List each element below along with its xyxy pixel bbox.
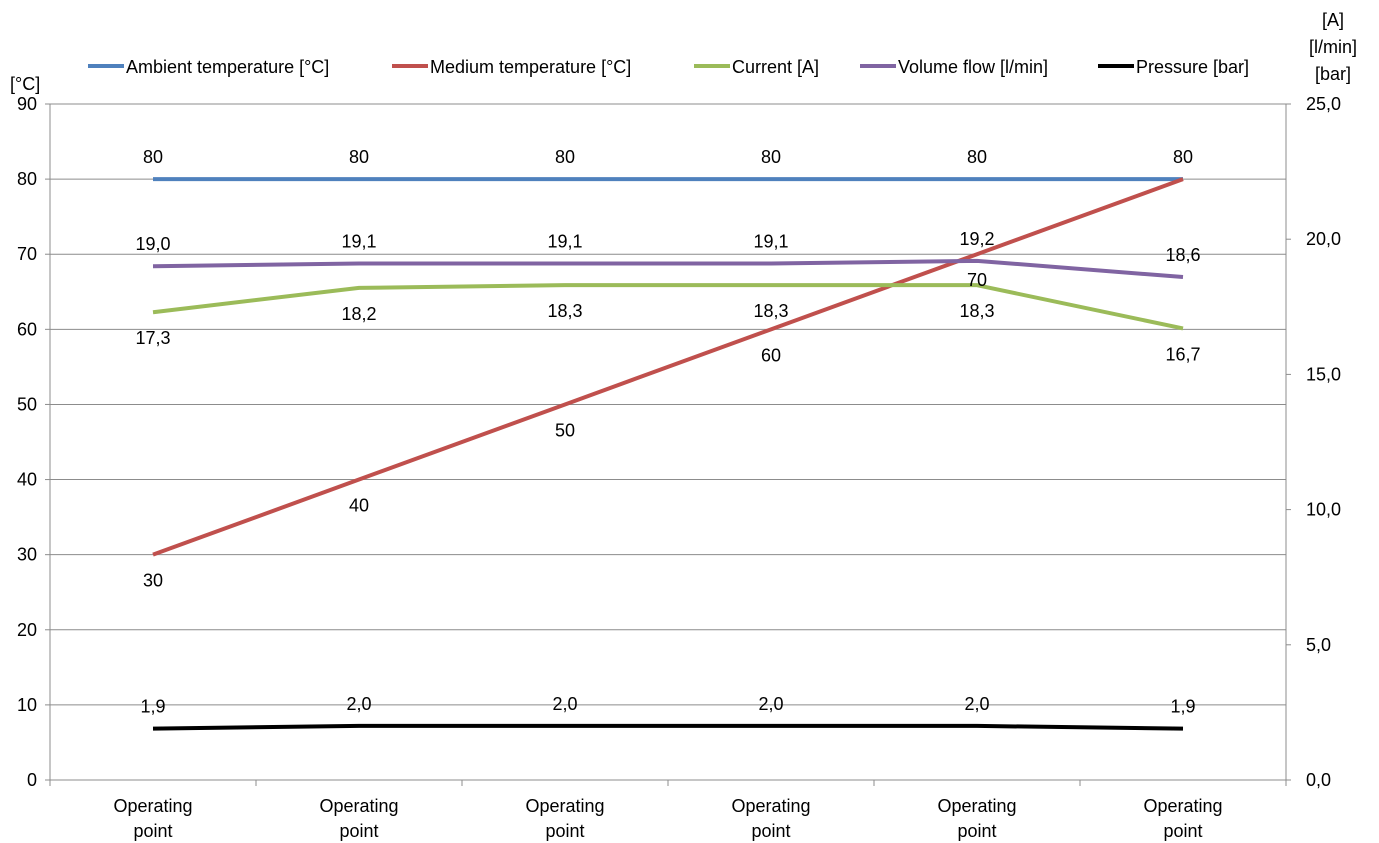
right-axis-unit: [A] xyxy=(1322,10,1344,30)
data-label: 18,3 xyxy=(959,301,994,321)
left-tick-label: 70 xyxy=(17,244,37,264)
legend-label: Current [A] xyxy=(732,57,819,77)
data-label: 18,6 xyxy=(1165,245,1200,265)
right-tick-label: 10,0 xyxy=(1306,500,1341,520)
left-axis-unit: [°C] xyxy=(10,74,40,94)
left-tick-label: 40 xyxy=(17,470,37,490)
data-label: 19,1 xyxy=(547,232,582,252)
data-label: 1,9 xyxy=(140,697,165,717)
x-tick-label-line: point xyxy=(751,821,790,841)
data-label: 80 xyxy=(761,147,781,167)
x-tick-label: Operating point xyxy=(731,796,810,841)
x-tick-label: Operating point xyxy=(525,796,604,841)
right-axis-unit: [l/min] xyxy=(1309,37,1357,57)
data-label: 40 xyxy=(349,496,369,516)
legend-label: Pressure [bar] xyxy=(1136,57,1249,77)
left-tick-label: 0 xyxy=(27,770,37,790)
left-tick-label: 50 xyxy=(17,394,37,414)
data-label: 80 xyxy=(143,147,163,167)
series-line xyxy=(152,723,1184,731)
data-label: 80 xyxy=(349,147,369,167)
left-tick-label: 30 xyxy=(17,545,37,565)
data-label: 70 xyxy=(967,270,987,290)
left-tick-label: 20 xyxy=(17,620,37,640)
legend-label: Medium temperature [°C] xyxy=(430,57,631,77)
data-label: 17,3 xyxy=(135,328,170,348)
data-label: 2,0 xyxy=(552,694,577,714)
right-tick-label: 25,0 xyxy=(1306,94,1341,114)
x-tick-label-line: point xyxy=(957,821,996,841)
x-tick-label-line: Operating xyxy=(319,796,398,816)
data-label: 30 xyxy=(143,571,163,591)
x-tick-label-line: Operating xyxy=(731,796,810,816)
data-label: 60 xyxy=(761,345,781,365)
data-label: 19,1 xyxy=(753,232,788,252)
data-label: 80 xyxy=(1173,147,1193,167)
data-label: 2,0 xyxy=(964,694,989,714)
data-label: 50 xyxy=(555,420,575,440)
x-tick-label-line: point xyxy=(545,821,584,841)
left-tick-label: 80 xyxy=(17,169,37,189)
right-axis-unit: [bar] xyxy=(1315,64,1351,84)
x-tick-label-line: Operating xyxy=(525,796,604,816)
x-tick-label: Operating point xyxy=(1143,796,1222,841)
x-tick-label: Operating point xyxy=(319,796,398,841)
data-label: 16,7 xyxy=(1165,344,1200,364)
x-tick-label-line: point xyxy=(133,821,172,841)
data-label: 80 xyxy=(967,147,987,167)
right-tick-label: 20,0 xyxy=(1306,229,1341,249)
data-label: 18,3 xyxy=(547,301,582,321)
legend-label: Ambient temperature [°C] xyxy=(126,57,329,77)
legend-label: Volume flow [l/min] xyxy=(898,57,1048,77)
data-label: 18,2 xyxy=(341,304,376,324)
x-tick-label-line: point xyxy=(339,821,378,841)
data-label: 2,0 xyxy=(758,694,783,714)
data-label: 18,3 xyxy=(753,301,788,321)
x-tick-label-line: Operating xyxy=(937,796,1016,816)
x-tick-label-line: Operating xyxy=(113,796,192,816)
left-tick-label: 90 xyxy=(17,94,37,114)
right-tick-label: 5,0 xyxy=(1306,635,1331,655)
right-tick-label: 0,0 xyxy=(1306,770,1331,790)
x-tick-label-line: point xyxy=(1163,821,1202,841)
x-tick-label-line: Operating xyxy=(1143,796,1222,816)
series-line xyxy=(152,177,1184,557)
data-label: 19,2 xyxy=(959,229,994,249)
left-tick-label: 60 xyxy=(17,319,37,339)
data-label: 2,0 xyxy=(346,694,371,714)
data-label: 80 xyxy=(555,147,575,167)
data-label: 19,0 xyxy=(135,234,170,254)
data-label: 19,1 xyxy=(341,232,376,252)
x-tick-label: Operating point xyxy=(113,796,192,841)
x-tick-label: Operating point xyxy=(937,796,1016,841)
data-label: 1,9 xyxy=(1170,697,1195,717)
left-tick-label: 10 xyxy=(17,695,37,715)
right-tick-label: 15,0 xyxy=(1306,364,1341,384)
series-line xyxy=(152,258,1184,280)
series-line xyxy=(152,283,1184,331)
